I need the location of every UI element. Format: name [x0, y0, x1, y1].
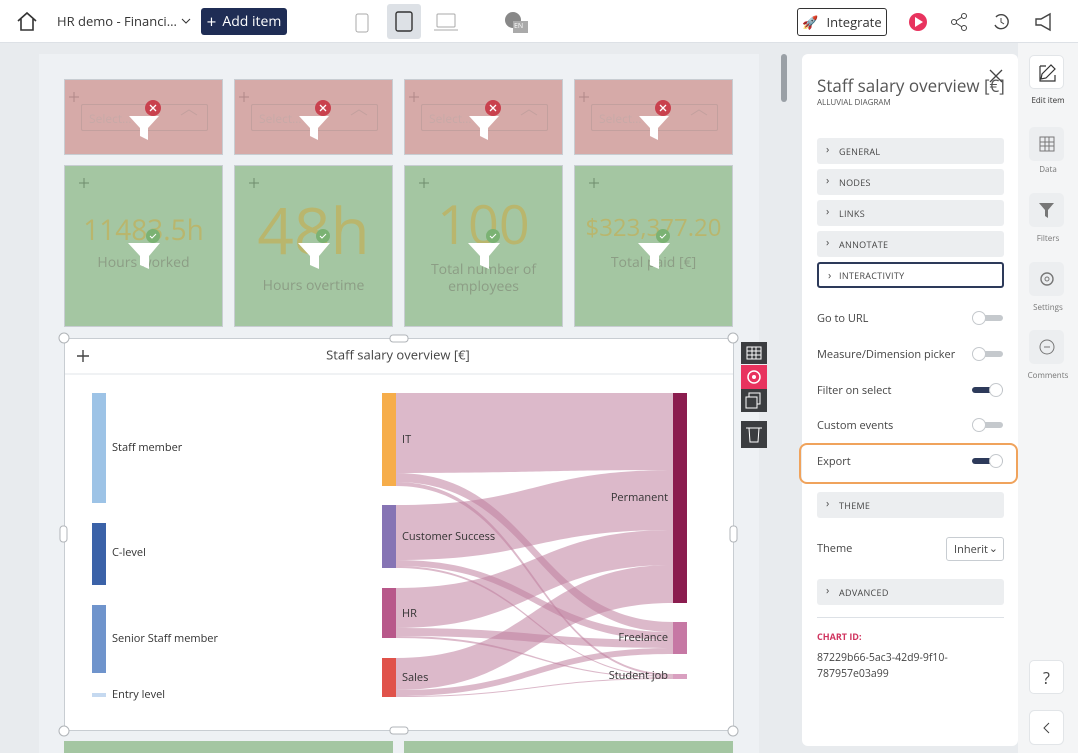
- project-name[interactable]: HR demo - Financi...: [57, 12, 177, 30]
- rail-label: Filters: [1036, 233, 1060, 244]
- rail-button[interactable]: [1029, 330, 1064, 364]
- chevron[interactable]: [181, 16, 191, 26]
- rail-icon: [1039, 339, 1055, 355]
- toggle[interactable]: [971, 346, 1005, 362]
- toggle-knob: [972, 347, 986, 361]
- toggle[interactable]: [971, 310, 1005, 326]
- filter-overlay: [409, 92, 538, 140]
- collapse-button[interactable]: [1029, 710, 1064, 745]
- rail-icon: [1039, 64, 1056, 82]
- rail-label: Comments: [1027, 370, 1069, 381]
- integrate-label: Integrate: [826, 13, 882, 31]
- section-label: GENERAL: [839, 145, 881, 158]
- close-button[interactable]: [988, 68, 1004, 84]
- add-item-button[interactable]: + Add item: [201, 8, 287, 35]
- kpi-tile[interactable]: 100 Total number of employees: [404, 165, 563, 327]
- filter-overlay: [69, 92, 198, 140]
- kpi-value: $323,377.20: [585, 211, 722, 244]
- help-button[interactable]: ?: [1029, 660, 1064, 694]
- chart-id-label: CHART ID:: [817, 630, 862, 643]
- rail-icon: [1039, 203, 1054, 218]
- rail-button[interactable]: [1029, 262, 1064, 296]
- language-icon[interactable]: [503, 10, 529, 36]
- integrate-button[interactable]: 🚀 Integrate: [797, 8, 887, 36]
- toolbar-icons[interactable]: [905, 8, 1065, 36]
- toggle-knob: [972, 311, 986, 325]
- section-advanced[interactable]: ADVANCED: [817, 579, 1004, 605]
- filter-tile[interactable]: Select...: [404, 79, 563, 155]
- rail-label: Data: [1039, 164, 1057, 175]
- kpi-overlay: [79, 178, 160, 269]
- panel-subtitle: ALLUVIAL DIAGRAM: [817, 97, 891, 108]
- section-interactivity[interactable]: INTERACTIVITY: [817, 262, 1004, 288]
- chart-tile[interactable]: [64, 338, 734, 731]
- filter-tile[interactable]: Select...: [64, 79, 223, 155]
- toggle[interactable]: [971, 382, 1005, 398]
- kpi-overlay: [419, 178, 500, 269]
- kpi-overlay: [249, 178, 330, 269]
- toggle-knob: [989, 454, 1003, 468]
- filter-overlay: [239, 92, 368, 140]
- theme-label: Theme: [817, 541, 853, 556]
- filter-placeholder: Select...: [429, 110, 472, 127]
- theme-value: Inherit: [954, 542, 988, 557]
- chart-id: 87229b66-5ac3-42d9-9f10-787957e03a99: [817, 651, 948, 681]
- toggle-knob: [989, 383, 1003, 397]
- kpi-value: 100: [437, 186, 530, 260]
- section-label: INTERACTIVITY: [839, 269, 905, 282]
- top-bar: HR demo - Financi... + Add item EN 🚀 Integ…: [0, 0, 1078, 43]
- filter-tile[interactable]: Select...: [574, 79, 733, 155]
- filter-placeholder: Select...: [599, 110, 642, 127]
- filter-overlay: [579, 92, 708, 140]
- section[interactable]: ANNOTATE: [817, 231, 1004, 257]
- toggle-label: Export: [817, 454, 851, 469]
- kpi-tile[interactable]: $323,377.20 Total paid [€]: [574, 165, 733, 327]
- help-label: ?: [1043, 667, 1050, 689]
- section-label: ANNOTATE: [839, 238, 889, 251]
- section[interactable]: GENERAL: [817, 138, 1004, 164]
- filter-tile[interactable]: Select...: [234, 79, 393, 155]
- add-item-label: Add item: [222, 12, 282, 31]
- toggle[interactable]: [971, 453, 1005, 469]
- theme-select[interactable]: Inherit ⌄: [946, 537, 1004, 561]
- toggle-label: Measure/Dimension picker: [817, 347, 956, 362]
- home-icon[interactable]: [15, 10, 39, 34]
- section-theme[interactable]: THEME: [817, 492, 1004, 518]
- kpi-overlay: [589, 178, 670, 269]
- rail-button[interactable]: [1029, 193, 1064, 227]
- export-highlight: [799, 443, 1018, 484]
- toggle-label: Go to URL: [817, 311, 869, 326]
- panel-title: Staff salary overview [€]: [817, 74, 1005, 97]
- section-label: LINKS: [839, 207, 865, 220]
- rail-label: Edit item: [1031, 95, 1065, 106]
- kpi-label: Total number of employees: [430, 260, 537, 296]
- section-label: ADVANCED: [839, 586, 889, 599]
- side-rail: [1018, 43, 1078, 753]
- toggle-label: Custom events: [817, 418, 894, 433]
- filter-placeholder: Select...: [89, 110, 132, 127]
- section-label: NODES: [839, 176, 871, 189]
- section-label: THEME: [839, 499, 871, 512]
- section[interactable]: NODES: [817, 169, 1004, 195]
- rail-button[interactable]: [1029, 127, 1064, 161]
- kpi-tile[interactable]: 11483.5h Hours worked: [64, 165, 223, 327]
- kpi-label: Hours overtime: [262, 276, 365, 295]
- kpi-tile[interactable]: 48h Hours overtime: [234, 165, 393, 327]
- section[interactable]: LINKS: [817, 200, 1004, 226]
- toggle-knob: [972, 418, 986, 432]
- toggle[interactable]: [971, 417, 1005, 433]
- rail-button[interactable]: [1029, 55, 1064, 89]
- device-switch[interactable]: [350, 4, 460, 40]
- rail-icon: [1040, 272, 1054, 286]
- toggle-label: Filter on select: [817, 383, 892, 398]
- kpi-value: 11483.5h: [83, 211, 204, 249]
- language: EN: [514, 22, 524, 31]
- rail-label: Settings: [1033, 302, 1063, 313]
- rail-icon: [1039, 136, 1055, 152]
- divider: [817, 617, 1004, 618]
- filter-placeholder: Select...: [259, 110, 302, 127]
- scrollbar[interactable]: [781, 54, 787, 102]
